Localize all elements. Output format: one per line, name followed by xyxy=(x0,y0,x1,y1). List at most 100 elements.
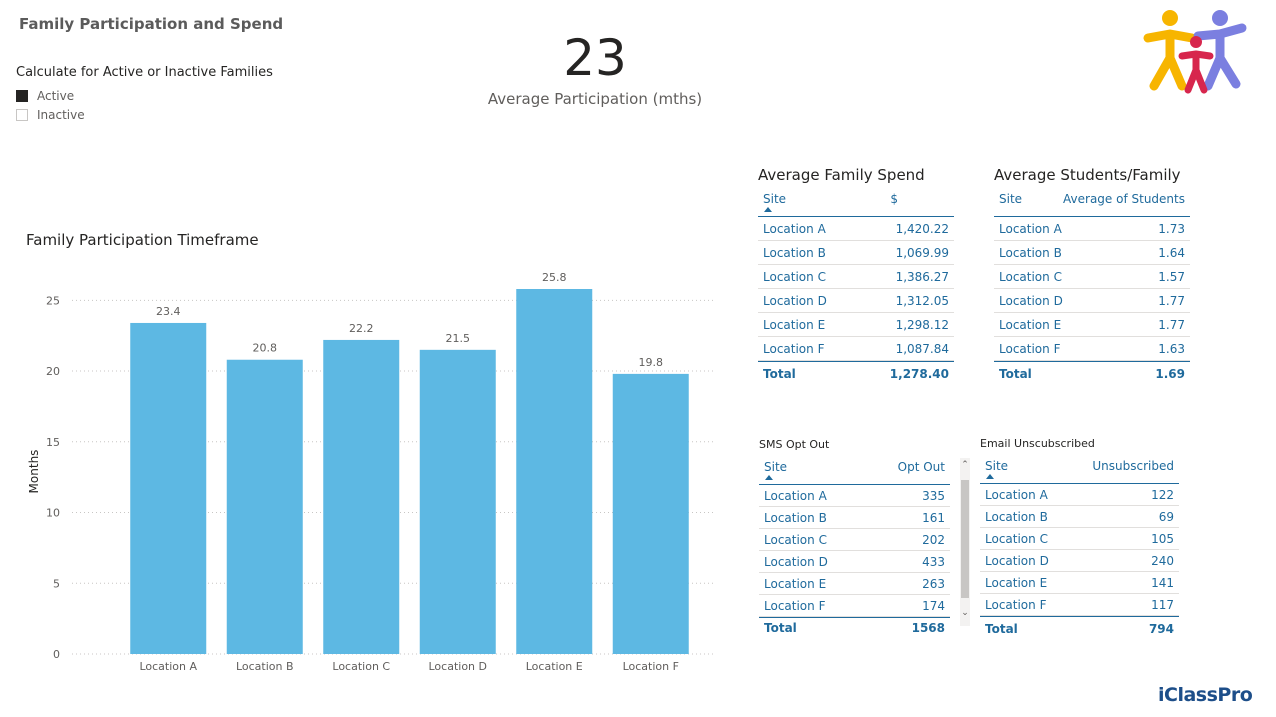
data-label: 25.8 xyxy=(542,271,567,284)
data-label: 22.2 xyxy=(349,322,374,335)
report-title: Family Participation and Spend xyxy=(19,15,284,33)
table-row[interactable]: Location B 1,069.99 xyxy=(758,241,954,265)
table-header: Site Unsubscribed xyxy=(980,459,1179,484)
table-row[interactable]: Location D 433 xyxy=(759,551,950,573)
cell-site: Location F xyxy=(999,341,1061,356)
table-row[interactable]: Location B 161 xyxy=(759,507,950,529)
sms-optout-table: SMS Opt Out Site Opt Out Location A 335 Lo… xyxy=(759,438,950,637)
table-row[interactable]: Location F 174 xyxy=(759,595,950,617)
kpi-label: Average Participation (mths) xyxy=(487,90,703,108)
sort-ascending-icon[interactable] xyxy=(764,207,772,212)
column-header-optout[interactable]: Opt Out xyxy=(897,460,945,474)
spend-table: Average Family Spend Site $ Location A 1,… xyxy=(758,166,954,385)
cell-site: Location C xyxy=(764,532,827,547)
cell-site: Location B xyxy=(999,245,1062,260)
column-header-spend[interactable]: $ xyxy=(890,192,898,206)
x-tick-label: Location B xyxy=(236,660,294,673)
table-row[interactable]: Location E 141 xyxy=(980,572,1179,594)
brand-logo: iClassPro xyxy=(1158,684,1253,706)
data-label: 23.4 xyxy=(156,305,181,318)
table-title: Email Unscubscribed xyxy=(980,437,1095,450)
column-header-unsubscribed[interactable]: Unsubscribed xyxy=(1092,459,1174,473)
table-row[interactable]: Location B 69 xyxy=(980,506,1179,528)
slicer-title: Calculate for Active or Inactive Familie… xyxy=(16,65,273,80)
table-row[interactable]: Location D 1,312.05 xyxy=(758,289,954,313)
scroll-up-icon[interactable]: ⌃ xyxy=(961,460,969,470)
cell-value: 335 xyxy=(922,488,945,503)
y-tick-label: 5 xyxy=(53,577,60,590)
table-row[interactable]: Location B 1.64 xyxy=(994,241,1190,265)
cell-site: Location E xyxy=(764,576,827,591)
cell-value: 1.63 xyxy=(1158,341,1185,356)
total-value: 1568 xyxy=(911,620,945,635)
table-row[interactable]: Location A 122 xyxy=(980,484,1179,506)
cell-value: 117 xyxy=(1151,597,1174,612)
y-tick-label: 15 xyxy=(46,436,60,449)
table-row[interactable]: Location A 1.73 xyxy=(994,217,1190,241)
column-header-site[interactable]: Site xyxy=(985,459,1009,473)
checkbox-unchecked-icon[interactable] xyxy=(16,108,28,121)
table-total-row: Total 1,278.40 xyxy=(758,361,954,385)
table-row[interactable]: Location E 1.77 xyxy=(994,313,1190,337)
cell-site: Location B xyxy=(985,509,1048,524)
table-title: Average Family Spend xyxy=(758,166,925,184)
table-total-row: Total 794 xyxy=(980,616,1179,640)
cell-value: 105 xyxy=(1151,531,1174,546)
x-tick-label: Location C xyxy=(332,660,390,673)
column-header-site[interactable]: Site xyxy=(764,460,788,474)
cell-value: 122 xyxy=(1151,487,1174,502)
cell-value: 1.77 xyxy=(1158,293,1185,308)
kpi-card: 23 Average Participation (mths) xyxy=(470,28,720,108)
cell-site: Location E xyxy=(763,317,826,332)
cell-value: 174 xyxy=(922,598,945,613)
sort-ascending-icon[interactable] xyxy=(765,475,773,480)
cell-value: 1.64 xyxy=(1158,245,1185,260)
table-row[interactable]: Location C 202 xyxy=(759,529,950,551)
bar[interactable] xyxy=(516,289,593,654)
sort-ascending-icon[interactable] xyxy=(986,474,994,479)
email-unsubscribed-table: Email Unscubscribed Site Unsubscribed Lo… xyxy=(980,437,1179,640)
table-row[interactable]: Location F 117 xyxy=(980,594,1179,616)
table-row[interactable]: Location E 263 xyxy=(759,573,950,595)
cell-site: Location C xyxy=(763,269,826,284)
table-row[interactable]: Location F 1.63 xyxy=(994,337,1190,361)
bar[interactable] xyxy=(323,339,400,654)
bar[interactable] xyxy=(130,322,207,654)
checkbox-checked-icon[interactable] xyxy=(16,89,28,102)
table-title: SMS Opt Out xyxy=(759,438,830,451)
table-row[interactable]: Location D 1.77 xyxy=(994,289,1190,313)
bar[interactable] xyxy=(226,359,303,654)
cell-site: Location F xyxy=(985,597,1047,612)
cell-site: Location D xyxy=(985,553,1049,568)
column-header-site[interactable]: Site xyxy=(999,192,1023,206)
slicer-option-inactive[interactable]: Inactive xyxy=(16,105,273,124)
table-row[interactable]: Location A 1,420.22 xyxy=(758,217,954,241)
cell-site: Location A xyxy=(763,221,826,236)
scroll-thumb[interactable] xyxy=(961,480,969,598)
bar[interactable] xyxy=(612,373,689,654)
table-title: Average Students/Family xyxy=(994,166,1181,184)
column-header-students[interactable]: Average of Students xyxy=(1063,192,1185,206)
cell-site: Location D xyxy=(763,293,827,308)
cell-value: 1.77 xyxy=(1158,317,1185,332)
table-row[interactable]: Location E 1,298.12 xyxy=(758,313,954,337)
table-row[interactable]: Location F 1,087.84 xyxy=(758,337,954,361)
cell-value: 161 xyxy=(922,510,945,525)
bar[interactable] xyxy=(419,349,496,654)
y-tick-label: 10 xyxy=(46,507,60,520)
slicer-option-active[interactable]: Active xyxy=(16,86,273,105)
table-header: Site Average of Students xyxy=(994,192,1190,217)
table-total-row: Total 1568 xyxy=(759,617,950,637)
scroll-down-icon[interactable]: ⌄ xyxy=(961,608,969,618)
table-row[interactable]: Location C 1,386.27 xyxy=(758,265,954,289)
table-row[interactable]: Location A 335 xyxy=(759,485,950,507)
cell-value: 263 xyxy=(922,576,945,591)
x-tick-label: Location D xyxy=(429,660,488,673)
table-scrollbar[interactable]: ⌃ ⌄ xyxy=(960,458,970,626)
column-header-site[interactable]: Site xyxy=(763,192,787,206)
x-tick-label: Location F xyxy=(623,660,679,673)
table-row[interactable]: Location C 1.57 xyxy=(994,265,1190,289)
data-label: 20.8 xyxy=(253,342,278,355)
table-row[interactable]: Location C 105 xyxy=(980,528,1179,550)
table-row[interactable]: Location D 240 xyxy=(980,550,1179,572)
